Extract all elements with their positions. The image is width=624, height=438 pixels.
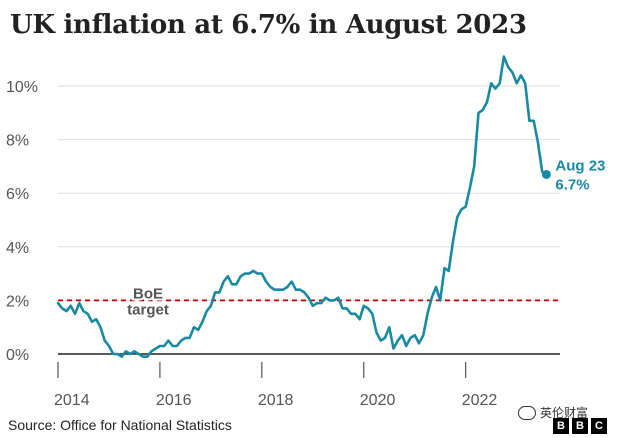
wechat-icon bbox=[518, 406, 536, 420]
x-tick-label: 2018 bbox=[258, 392, 294, 409]
x-tick-label: 2014 bbox=[54, 392, 90, 409]
x-tick-label: 2020 bbox=[360, 392, 396, 409]
bbc-logo-letter: B bbox=[572, 418, 588, 434]
y-tick-label: 2% bbox=[6, 293, 29, 310]
y-tick-label: 10% bbox=[6, 79, 38, 96]
end-label-date: Aug 23 bbox=[555, 157, 605, 174]
y-tick-label: 8% bbox=[6, 133, 29, 150]
bbc-logo: B B C bbox=[553, 418, 607, 434]
target-label: BoE bbox=[133, 285, 163, 302]
x-tick-label: 2022 bbox=[462, 392, 498, 409]
label-layer: 0% 2% 4% 6% 8% 10% 2014 2016 2018 2020 2022 BoEtarg… bbox=[6, 79, 605, 409]
end-label-value: 6.7% bbox=[555, 176, 589, 193]
y-tick-label: 6% bbox=[6, 186, 29, 203]
y-tick-label: 4% bbox=[6, 240, 29, 257]
target-label: target bbox=[127, 301, 169, 318]
y-tick-label: 0% bbox=[6, 347, 29, 364]
x-tick-label: 2016 bbox=[156, 392, 192, 409]
bbc-logo-letter: C bbox=[591, 418, 607, 434]
source-note: Source: Office for National Statistics bbox=[8, 417, 232, 433]
gridlines bbox=[58, 86, 560, 378]
end-point-marker bbox=[542, 170, 551, 179]
bbc-logo-letter: B bbox=[553, 418, 569, 434]
